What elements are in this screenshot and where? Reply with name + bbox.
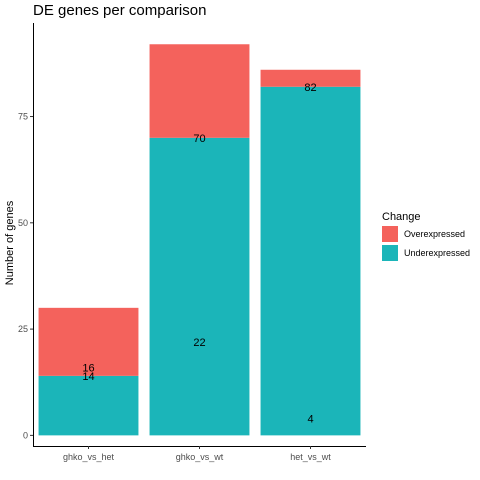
legend-title: Change — [382, 211, 421, 223]
data-label: 16 — [82, 362, 94, 374]
legend-label: Overexpressed — [404, 229, 465, 239]
bar-ghko_vs_het-overexpressed — [38, 307, 139, 376]
x-tick-label: ghko_vs_wt — [176, 452, 224, 462]
legend-key — [382, 226, 398, 242]
bar-het_vs_wt-underexpressed — [260, 86, 361, 436]
y-tick-label: 25 — [18, 324, 28, 334]
legend: Change Overexpressed Underexpressed — [382, 211, 470, 261]
bar-het_vs_wt-overexpressed — [260, 69, 361, 87]
bar-ghko_vs_wt-overexpressed — [149, 44, 250, 138]
y-tick-label: 50 — [18, 218, 28, 228]
bars — [38, 44, 361, 436]
legend-key — [382, 245, 398, 261]
data-label: 4 — [307, 413, 313, 425]
y-axis-title: Number of genes — [4, 200, 16, 285]
chart-title: DE genes per comparison — [33, 2, 206, 19]
x-ticks: ghko_vs_het ghko_vs_wt het_vs_wt — [63, 446, 331, 462]
y-tick-label: 0 — [23, 430, 28, 440]
y-ticks: 0 25 50 75 — [18, 112, 33, 440]
x-tick-label: ghko_vs_het — [63, 452, 115, 462]
x-tick-label: het_vs_wt — [290, 452, 331, 462]
y-tick-label: 75 — [18, 112, 28, 122]
data-label: 70 — [193, 133, 205, 145]
legend-items: Overexpressed Underexpressed — [382, 226, 470, 261]
bar-ghko_vs_het-underexpressed — [38, 375, 139, 436]
data-label: 14 — [82, 371, 94, 383]
legend-label: Underexpressed — [404, 248, 470, 258]
data-label: 82 — [304, 82, 316, 94]
bar-ghko_vs_wt-underexpressed — [149, 137, 250, 436]
data-label: 22 — [193, 337, 205, 349]
